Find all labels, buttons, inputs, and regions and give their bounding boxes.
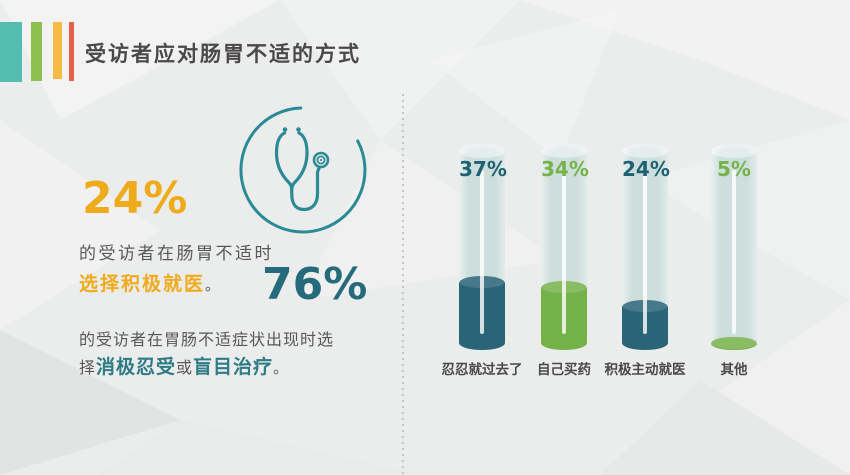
tube-cap — [622, 144, 668, 158]
tube: 37% — [459, 144, 507, 350]
stat-76-bold-2: 盲目治疗 — [193, 356, 274, 378]
accent-bar — [69, 22, 74, 81]
tube-fill — [711, 336, 757, 350]
stat-76-highlight-line: 择消极忍受或盲目治疗。 — [79, 352, 289, 379]
accent-bar — [31, 22, 42, 81]
tube: 24% — [622, 144, 670, 350]
stat-24-value: 24% — [82, 173, 188, 224]
tube-cap — [459, 144, 505, 158]
bar-category-label: 积极主动就医 — [604, 362, 686, 378]
tube: 5% — [711, 144, 757, 350]
bar-value-label: 37% — [459, 157, 507, 181]
tube-highlight — [480, 170, 484, 334]
stat-24-highlight: 选择积极就医 — [79, 273, 206, 295]
stethoscope-icon — [233, 102, 368, 237]
bar-category-label: 忍忍就过去了 — [441, 362, 523, 378]
period: 。 — [205, 276, 221, 294]
bar-value-label: 24% — [622, 157, 670, 181]
tube-column: 37% 忍忍就过去了 — [442, 144, 523, 384]
tube-column: 24% 积极主动就医 — [605, 144, 686, 384]
stat-76-connector: 或 — [176, 358, 194, 377]
accent-bar — [0, 22, 22, 82]
period: 。 — [273, 359, 290, 377]
bar-category-label: 自己买药 — [537, 362, 591, 378]
tube-highlight — [562, 170, 566, 334]
bar-category-label: 其他 — [720, 362, 748, 378]
page-title: 受访者应对肠胃不适的方式 — [85, 42, 361, 66]
stat-24-description: 的受访者在肠胃不适时 — [79, 244, 274, 264]
tube: 34% — [541, 144, 589, 350]
tube-cap — [711, 144, 757, 158]
vertical-dotted-divider — [402, 94, 404, 474]
stat-76-value: 76% — [262, 259, 368, 310]
tube-highlight — [643, 170, 647, 334]
accent-bar — [53, 22, 62, 79]
tube-highlight — [732, 170, 736, 334]
bar-value-label: 34% — [541, 157, 589, 181]
tube-cap — [541, 144, 587, 158]
stat-76-description: 的受访者在胃肠不适症状出现时选 — [79, 330, 335, 349]
stat-76-prefix: 择 — [79, 358, 97, 377]
stat-24-highlight-line: 选择积极就医。 — [79, 269, 220, 296]
tube-column: 34% 自己买药 — [537, 144, 591, 384]
bar-value-label: 5% — [717, 157, 751, 181]
tube-fill-cap — [711, 336, 757, 349]
stat-76-bold-1: 消极忍受 — [96, 356, 177, 378]
tube-column: 5% 其他 — [711, 144, 757, 384]
tube-chart: 37% 忍忍就过去了 34% 自己买药 24% 积极主动就医 5% 其他 — [430, 144, 820, 394]
